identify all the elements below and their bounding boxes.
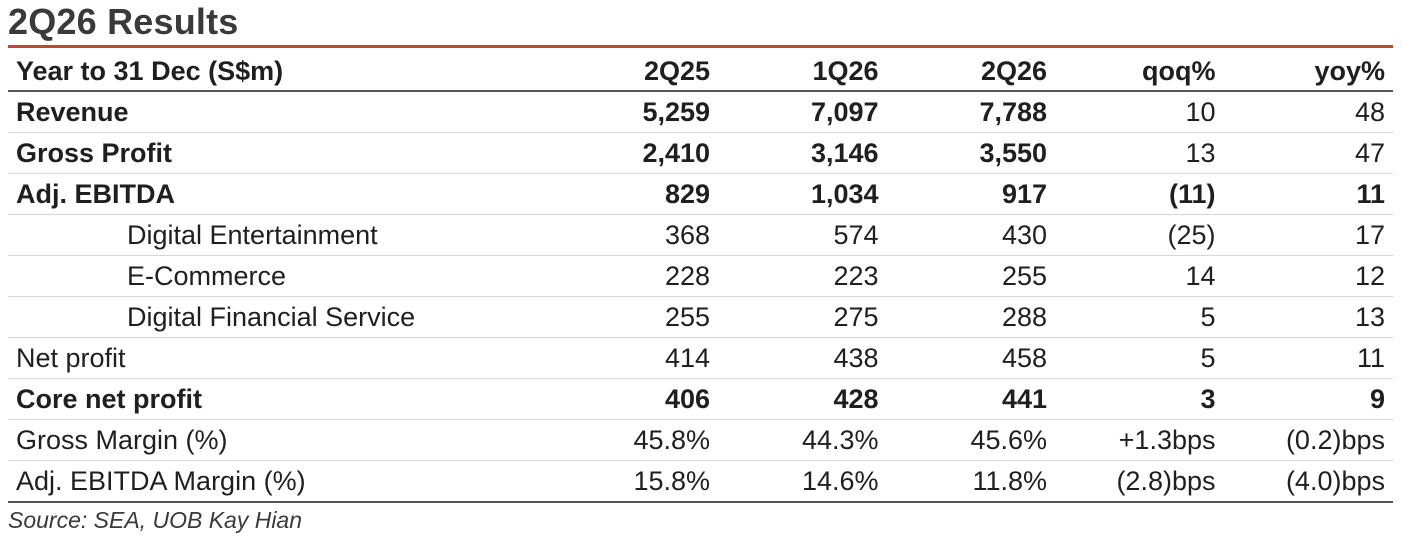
table-cell: 917: [886, 173, 1056, 215]
table-cell: 13: [1223, 296, 1393, 338]
table-cell: 44.3%: [718, 419, 887, 461]
table-cell: 228: [549, 255, 719, 297]
table-row: Revenue 5,259 7,097 7,788 10 48: [8, 91, 1393, 133]
table-cell: 414: [549, 337, 719, 379]
table-row: Adj. EBITDA Margin (%) 15.8% 14.6% 11.8%…: [8, 460, 1393, 503]
row-label-revenue: Revenue: [8, 91, 550, 133]
table-cell: 45.6%: [886, 419, 1056, 461]
table-row: Gross Profit 2,410 3,146 3,550 13 47: [8, 132, 1393, 174]
header-yoy: yoy%: [1223, 53, 1393, 92]
row-label-gross-margin: Gross Margin (%): [8, 419, 550, 461]
table-cell: 255: [549, 296, 719, 338]
header-qoq: qoq%: [1055, 53, 1224, 92]
table-header: Year to 31 Dec (S$m) 2Q25 1Q26 2Q26 qoq%…: [8, 53, 1393, 92]
table-cell: 574: [718, 214, 887, 256]
table-cell: 11.8%: [886, 460, 1056, 503]
row-label-net-profit: Net profit: [8, 337, 550, 379]
table-cell: 223: [718, 255, 887, 297]
table-cell: 48: [1223, 91, 1393, 133]
table-cell: 12: [1223, 255, 1393, 297]
table-cell: 3,550: [886, 132, 1056, 174]
table-cell: 7,788: [886, 91, 1056, 133]
table-cell: 829: [549, 173, 719, 215]
table-cell: 1,034: [718, 173, 887, 215]
table-cell: 11: [1223, 173, 1393, 215]
table-cell: 10: [1055, 91, 1224, 133]
table-cell: 275: [718, 296, 887, 338]
row-label-e-commerce: E-Commerce: [8, 255, 550, 297]
table-cell: (2.8)bps: [1055, 460, 1224, 503]
row-label-digital-financial-service: Digital Financial Service: [8, 296, 550, 338]
table-cell: 17: [1223, 214, 1393, 256]
table-cell: 441: [886, 378, 1056, 420]
source-note: Source: SEA, UOB Kay Hian: [8, 507, 303, 533]
table-cell: 5: [1055, 337, 1224, 379]
table-body: Revenue 5,259 7,097 7,788 10 48 Gross Pr…: [8, 91, 1393, 503]
table-cell: (25): [1055, 214, 1224, 256]
table-cell: (4.0)bps: [1223, 460, 1393, 503]
title-divider: [8, 45, 1393, 48]
header-row: Year to 31 Dec (S$m) 2Q25 1Q26 2Q26 qoq%…: [8, 53, 1393, 92]
table-cell: 11: [1223, 337, 1393, 379]
table-cell: 3,146: [718, 132, 887, 174]
table-cell: 47: [1223, 132, 1393, 174]
table-cell: 438: [718, 337, 887, 379]
table-row: Core net profit 406 428 441 3 9: [8, 378, 1393, 420]
row-label-adj-ebitda: Adj. EBITDA: [8, 173, 550, 215]
table-cell: 45.8%: [549, 419, 719, 461]
table-cell: 13: [1055, 132, 1224, 174]
table-cell: 9: [1223, 378, 1393, 420]
table-cell: 14.6%: [718, 460, 887, 503]
table-row: E-Commerce 228 223 255 14 12: [8, 255, 1393, 297]
table-cell: 7,097: [718, 91, 887, 133]
table-cell: 5,259: [549, 91, 719, 133]
results-table: Year to 31 Dec (S$m) 2Q25 1Q26 2Q26 qoq%…: [8, 53, 1393, 503]
table-row: Gross Margin (%) 45.8% 44.3% 45.6% +1.3b…: [8, 419, 1393, 461]
row-label-gross-profit: Gross Profit: [8, 132, 550, 174]
header-2q25: 2Q25: [549, 53, 719, 92]
page-title: 2Q26 Results: [8, 1, 239, 42]
table-cell: 14: [1055, 255, 1224, 297]
table-cell: 368: [549, 214, 719, 256]
table-cell: 406: [549, 378, 719, 420]
row-label-digital-entertainment: Digital Entertainment: [8, 214, 550, 256]
header-period-label: Year to 31 Dec (S$m): [8, 53, 550, 92]
header-1q26: 1Q26: [718, 53, 887, 92]
table-row: Digital Entertainment 368 574 430 (25) 1…: [8, 214, 1393, 256]
table-cell: 255: [886, 255, 1056, 297]
table-cell: 428: [718, 378, 887, 420]
table-cell: 430: [886, 214, 1056, 256]
table-cell: 5: [1055, 296, 1224, 338]
table-cell: 458: [886, 337, 1056, 379]
table-row: Net profit 414 438 458 5 11: [8, 337, 1393, 379]
table-row: Digital Financial Service 255 275 288 5 …: [8, 296, 1393, 338]
row-label-adj-ebitda-margin: Adj. EBITDA Margin (%): [8, 460, 550, 503]
table-cell: (0.2)bps: [1223, 419, 1393, 461]
results-page: 2Q26 Results Year to 31 Dec (S$m) 2Q25 1…: [8, 0, 1393, 534]
table-cell: (11): [1055, 173, 1224, 215]
table-row: Adj. EBITDA 829 1,034 917 (11) 11: [8, 173, 1393, 215]
table-cell: 288: [886, 296, 1056, 338]
header-2q26: 2Q26: [886, 53, 1056, 92]
table-cell: 15.8%: [549, 460, 719, 503]
table-cell: +1.3bps: [1055, 419, 1224, 461]
row-label-core-net-profit: Core net profit: [8, 378, 550, 420]
table-cell: 2,410: [549, 132, 719, 174]
table-cell: 3: [1055, 378, 1224, 420]
